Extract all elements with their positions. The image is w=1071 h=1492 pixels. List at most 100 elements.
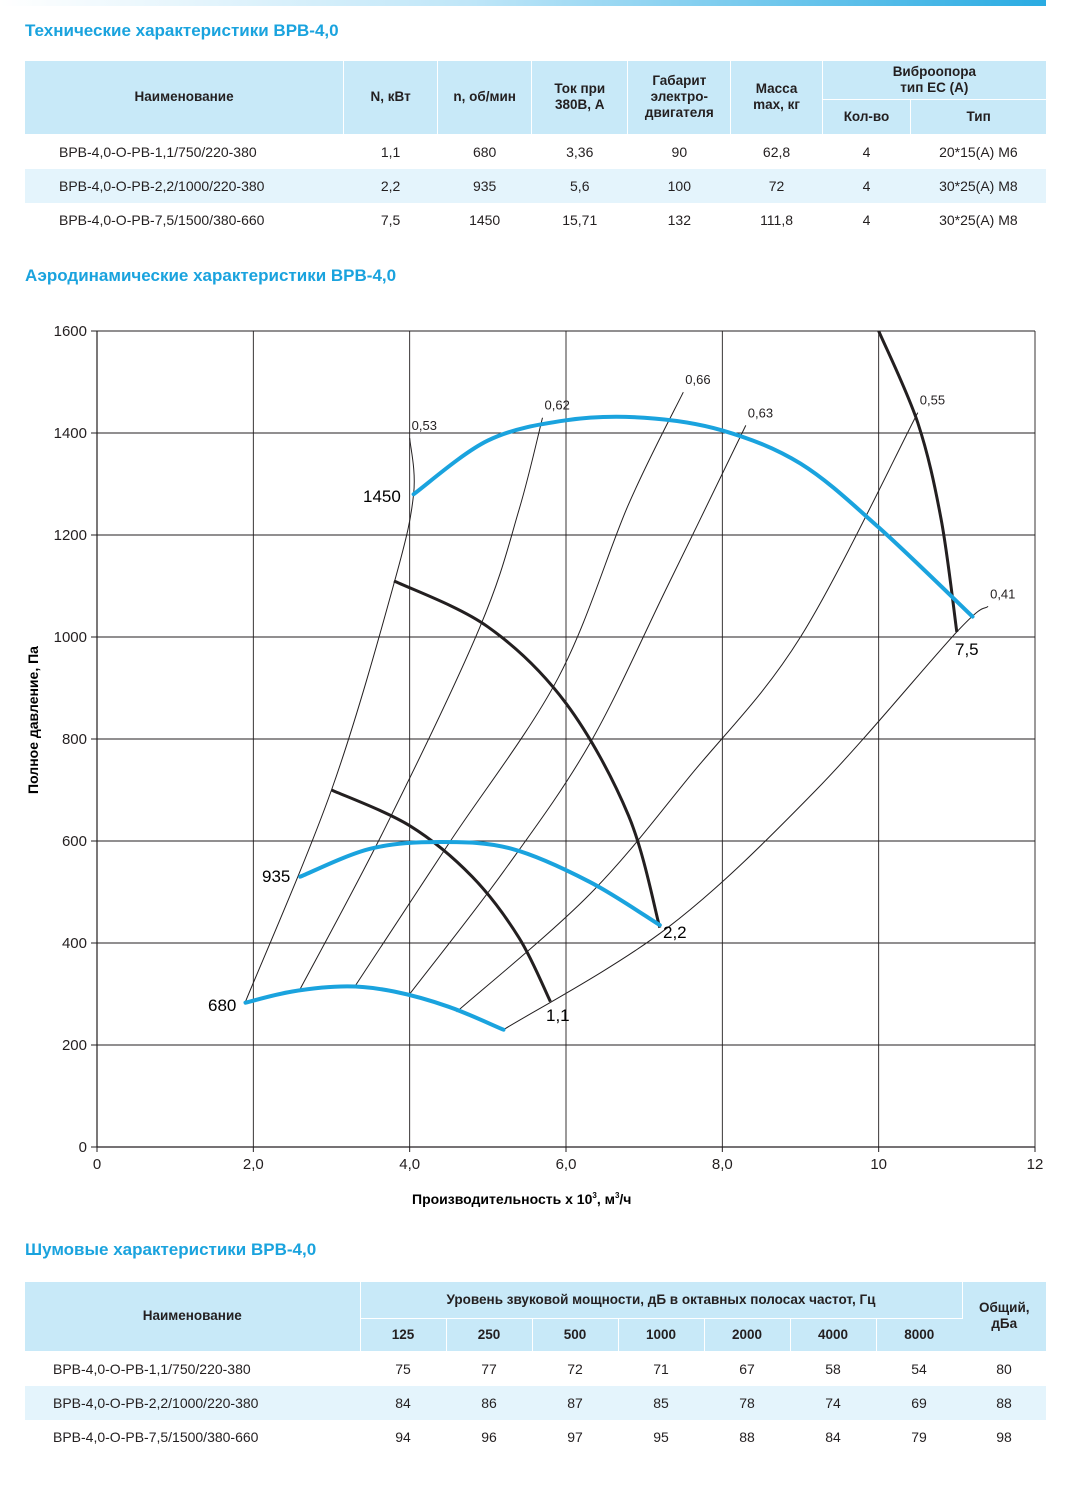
row-value: 74 xyxy=(790,1385,876,1420)
row-current: 5,6 xyxy=(531,168,628,203)
x-axis-label-unit: , м xyxy=(597,1191,615,1207)
row-frame: 132 xyxy=(667,211,691,228)
x-axis-label-end: /ч xyxy=(619,1191,631,1207)
row-value: 72 xyxy=(567,1360,583,1377)
col-freq: 125 xyxy=(360,1318,447,1352)
power-curve xyxy=(393,579,662,929)
row-value: 58 xyxy=(825,1360,841,1377)
row-name: ВРВ-4,0-О-РВ-2,2/1000/220-380 xyxy=(25,1385,360,1420)
col-freq: 250 xyxy=(446,1318,533,1352)
row-value: 84 xyxy=(360,1385,446,1420)
x-tick-label: 4,0 xyxy=(399,1156,420,1173)
row-speed: 680 xyxy=(472,143,497,160)
efficiency-label: 0,62 xyxy=(545,398,570,413)
y-tick-label: 200 xyxy=(62,1037,87,1054)
col-power: N, кВт xyxy=(343,61,439,135)
col-freq: 4000 xyxy=(790,1318,877,1352)
x-tick-label: 0 xyxy=(93,1156,101,1173)
row-value: 69 xyxy=(876,1385,962,1420)
col-speed: n, об/мин xyxy=(437,61,533,135)
row-mass: 111,8 xyxy=(760,211,794,228)
x-axis-label-main: Производительность х 10 xyxy=(412,1191,593,1207)
row-name: ВРВ-4,0-О-РВ-1,1/750/220-380 xyxy=(59,143,257,160)
row-mass: 62,8 xyxy=(762,143,791,160)
table-row: ВРВ-4,0-О-РВ-2,2/1000/220-380 2,2 935 5,… xyxy=(25,168,1046,203)
speed-label-1450: 1450 xyxy=(363,487,401,506)
efficiency-line xyxy=(456,412,919,1013)
y-tick-label: 1000 xyxy=(54,629,87,646)
efficiency-label: 0,63 xyxy=(748,405,773,420)
pressure-curve xyxy=(298,839,662,928)
row-qty: 4 xyxy=(862,143,871,160)
tech-table: Наименование N, кВт n, об/мин Ток при 38… xyxy=(25,61,1046,237)
efficiency-label: 0,55 xyxy=(920,393,945,408)
efficiency-label: 0,53 xyxy=(412,418,437,433)
x-axis-label-unit-sup: 3 xyxy=(615,1191,620,1200)
top-gradient-bar xyxy=(0,0,1046,6)
col-total: Общий, дБа xyxy=(962,1282,1046,1352)
efficiency-line xyxy=(245,438,415,1002)
row-name: ВРВ-4,0-О-РВ-1,1/750/220-380 xyxy=(53,1360,251,1377)
row-value: 95 xyxy=(653,1428,669,1445)
efficiency-line xyxy=(354,391,684,987)
y-axis-label: Полное давление, Па xyxy=(25,646,41,794)
col-qty: Кол-во xyxy=(822,99,912,135)
col-mass: Масса max, кг xyxy=(730,61,823,135)
y-tick-label: 0 xyxy=(79,1139,87,1156)
row-total: 80 xyxy=(996,1360,1012,1377)
row-value: 71 xyxy=(653,1360,669,1377)
row-value: 79 xyxy=(911,1428,927,1445)
row-qty: 4 xyxy=(862,211,871,228)
row-speed: 1450 xyxy=(469,211,501,228)
y-tick-label: 400 xyxy=(62,935,87,952)
speed-label-935: 935 xyxy=(262,867,290,886)
pressure-curve xyxy=(411,414,975,619)
col-name: Наименование xyxy=(25,1282,361,1352)
row-qty: 4 xyxy=(822,168,911,203)
row-value: 87 xyxy=(532,1385,618,1420)
y-tick-label: 1200 xyxy=(54,527,87,544)
row-value: 77 xyxy=(481,1360,497,1377)
row-value: 96 xyxy=(481,1428,497,1445)
x-tick-label: 10 xyxy=(870,1156,887,1173)
efficiency-label: 0,41 xyxy=(990,586,1015,601)
y-tick-label: 600 xyxy=(62,833,87,850)
tech-section-title: Технические характеристики ВРВ-4,0 xyxy=(25,21,339,40)
power-curve xyxy=(330,788,552,1003)
table-row: ВРВ-4,0-О-РВ-1,1/750/220-380 75 77 72 71… xyxy=(25,1351,1046,1386)
row-speed: 935 xyxy=(437,168,532,203)
row-value: 97 xyxy=(567,1428,583,1445)
col-freq: 2000 xyxy=(704,1318,791,1352)
row-value: 78 xyxy=(704,1385,790,1420)
power-curve xyxy=(877,330,959,633)
y-tick-label: 1600 xyxy=(54,323,87,340)
x-tick-label: 8,0 xyxy=(712,1156,733,1173)
pressure-curve xyxy=(243,984,506,1032)
row-frame: 100 xyxy=(627,168,731,203)
col-name: Наименование xyxy=(25,61,345,135)
col-frame: Габарит электро- двигателя xyxy=(627,61,732,135)
row-type: 20*15(А) М6 xyxy=(939,143,1018,160)
row-value: 94 xyxy=(395,1428,411,1445)
efficiency-label: 0,66 xyxy=(685,372,710,387)
row-value: 67 xyxy=(739,1360,755,1377)
col-vibro: Виброопора тип ЕС (А) xyxy=(822,61,1046,100)
noise-section-title: Шумовые характеристики ВРВ-4,0 xyxy=(25,1240,317,1259)
noise-table: Наименование Уровень звуковой мощности, … xyxy=(25,1282,1046,1454)
col-type: Тип xyxy=(910,99,1046,135)
power-label-2-2: 2,2 xyxy=(663,923,687,942)
row-value: 75 xyxy=(395,1360,411,1377)
power-label-7-5: 7,5 xyxy=(955,640,979,659)
row-frame: 90 xyxy=(671,143,688,160)
x-axis-label: Производительность х 103, м3/ч xyxy=(412,1191,631,1207)
table-row: ВРВ-4,0-О-РВ-7,5/1500/380-660 94 96 97 9… xyxy=(25,1420,1046,1454)
aero-section-title: Аэродинамические характеристики ВРВ-4,0 xyxy=(25,266,397,285)
y-tick-label: 1400 xyxy=(54,425,87,442)
row-total: 98 xyxy=(996,1428,1012,1445)
row-name: ВРВ-4,0-О-РВ-7,5/1500/380-660 xyxy=(53,1428,259,1445)
col-freq: 1000 xyxy=(618,1318,705,1352)
row-value: 54 xyxy=(911,1360,927,1377)
row-mass: 72 xyxy=(730,168,823,203)
row-value: 85 xyxy=(618,1385,704,1420)
row-name: ВРВ-4,0-О-РВ-2,2/1000/220-380 xyxy=(25,168,344,203)
